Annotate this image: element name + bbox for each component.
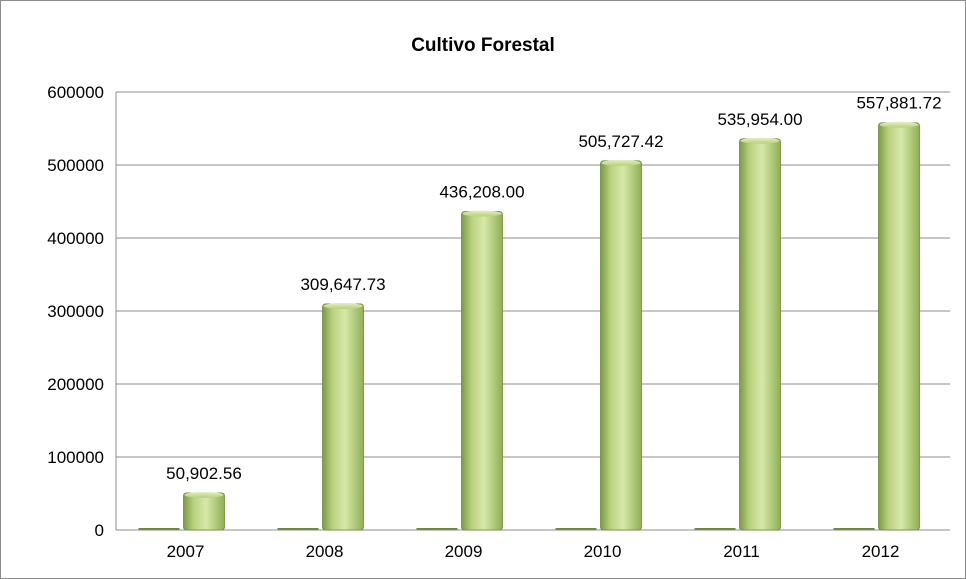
y-tick-label: 100000 bbox=[47, 448, 104, 467]
x-tick-label: 2012 bbox=[862, 542, 900, 561]
bar-cap bbox=[601, 159, 641, 166]
bar bbox=[183, 492, 225, 531]
y-tick-label: 300000 bbox=[47, 302, 104, 321]
data-label: 557,881.72 bbox=[856, 94, 941, 113]
bar-cap bbox=[323, 302, 363, 309]
bar-series-1 bbox=[416, 528, 458, 530]
bar bbox=[739, 138, 781, 531]
bar bbox=[878, 122, 920, 531]
bar bbox=[600, 160, 642, 531]
x-tick-label: 2007 bbox=[167, 542, 205, 561]
x-tick-label: 2008 bbox=[306, 542, 344, 561]
data-label: 309,647.73 bbox=[300, 275, 385, 294]
chart-title: Cultivo Forestal bbox=[411, 35, 555, 56]
data-labels: 50,902.56 309,647.73 436,208.00 505,727.42 5… bbox=[166, 94, 941, 483]
y-tick-label: 0 bbox=[95, 521, 104, 540]
data-label: 436,208.00 bbox=[439, 183, 524, 202]
bar bbox=[322, 303, 364, 531]
data-label: 50,902.56 bbox=[166, 464, 242, 483]
x-tick-label: 2011 bbox=[723, 542, 760, 561]
data-label: 505,727.42 bbox=[578, 132, 663, 151]
bar-series-1 bbox=[833, 528, 875, 530]
y-tick-label: 500000 bbox=[47, 156, 104, 175]
bar-series-1 bbox=[277, 528, 319, 530]
y-axis-ticks: 0 100000 200000 300000 400000 500000 600000 bbox=[47, 83, 104, 540]
bar-series-1 bbox=[138, 528, 180, 530]
bar-series-1 bbox=[694, 528, 736, 530]
bar-series-1 bbox=[555, 528, 597, 530]
x-tick-label: 2009 bbox=[445, 542, 483, 561]
y-tick-label: 400000 bbox=[47, 229, 104, 248]
x-axis-ticks: 2007 2008 2009 2010 2011 2012 bbox=[167, 542, 900, 561]
bars bbox=[138, 121, 920, 531]
y-tick-label: 200000 bbox=[47, 375, 104, 394]
bar-cap bbox=[184, 491, 224, 498]
y-tick-label: 600000 bbox=[47, 83, 104, 102]
data-label: 535,954.00 bbox=[717, 110, 802, 129]
bar bbox=[461, 211, 503, 531]
bar-cap bbox=[462, 210, 502, 217]
bar-cap bbox=[879, 121, 919, 128]
bar-cap bbox=[740, 137, 780, 144]
gridlines bbox=[115, 91, 950, 531]
x-tick-label: 2010 bbox=[584, 542, 622, 561]
